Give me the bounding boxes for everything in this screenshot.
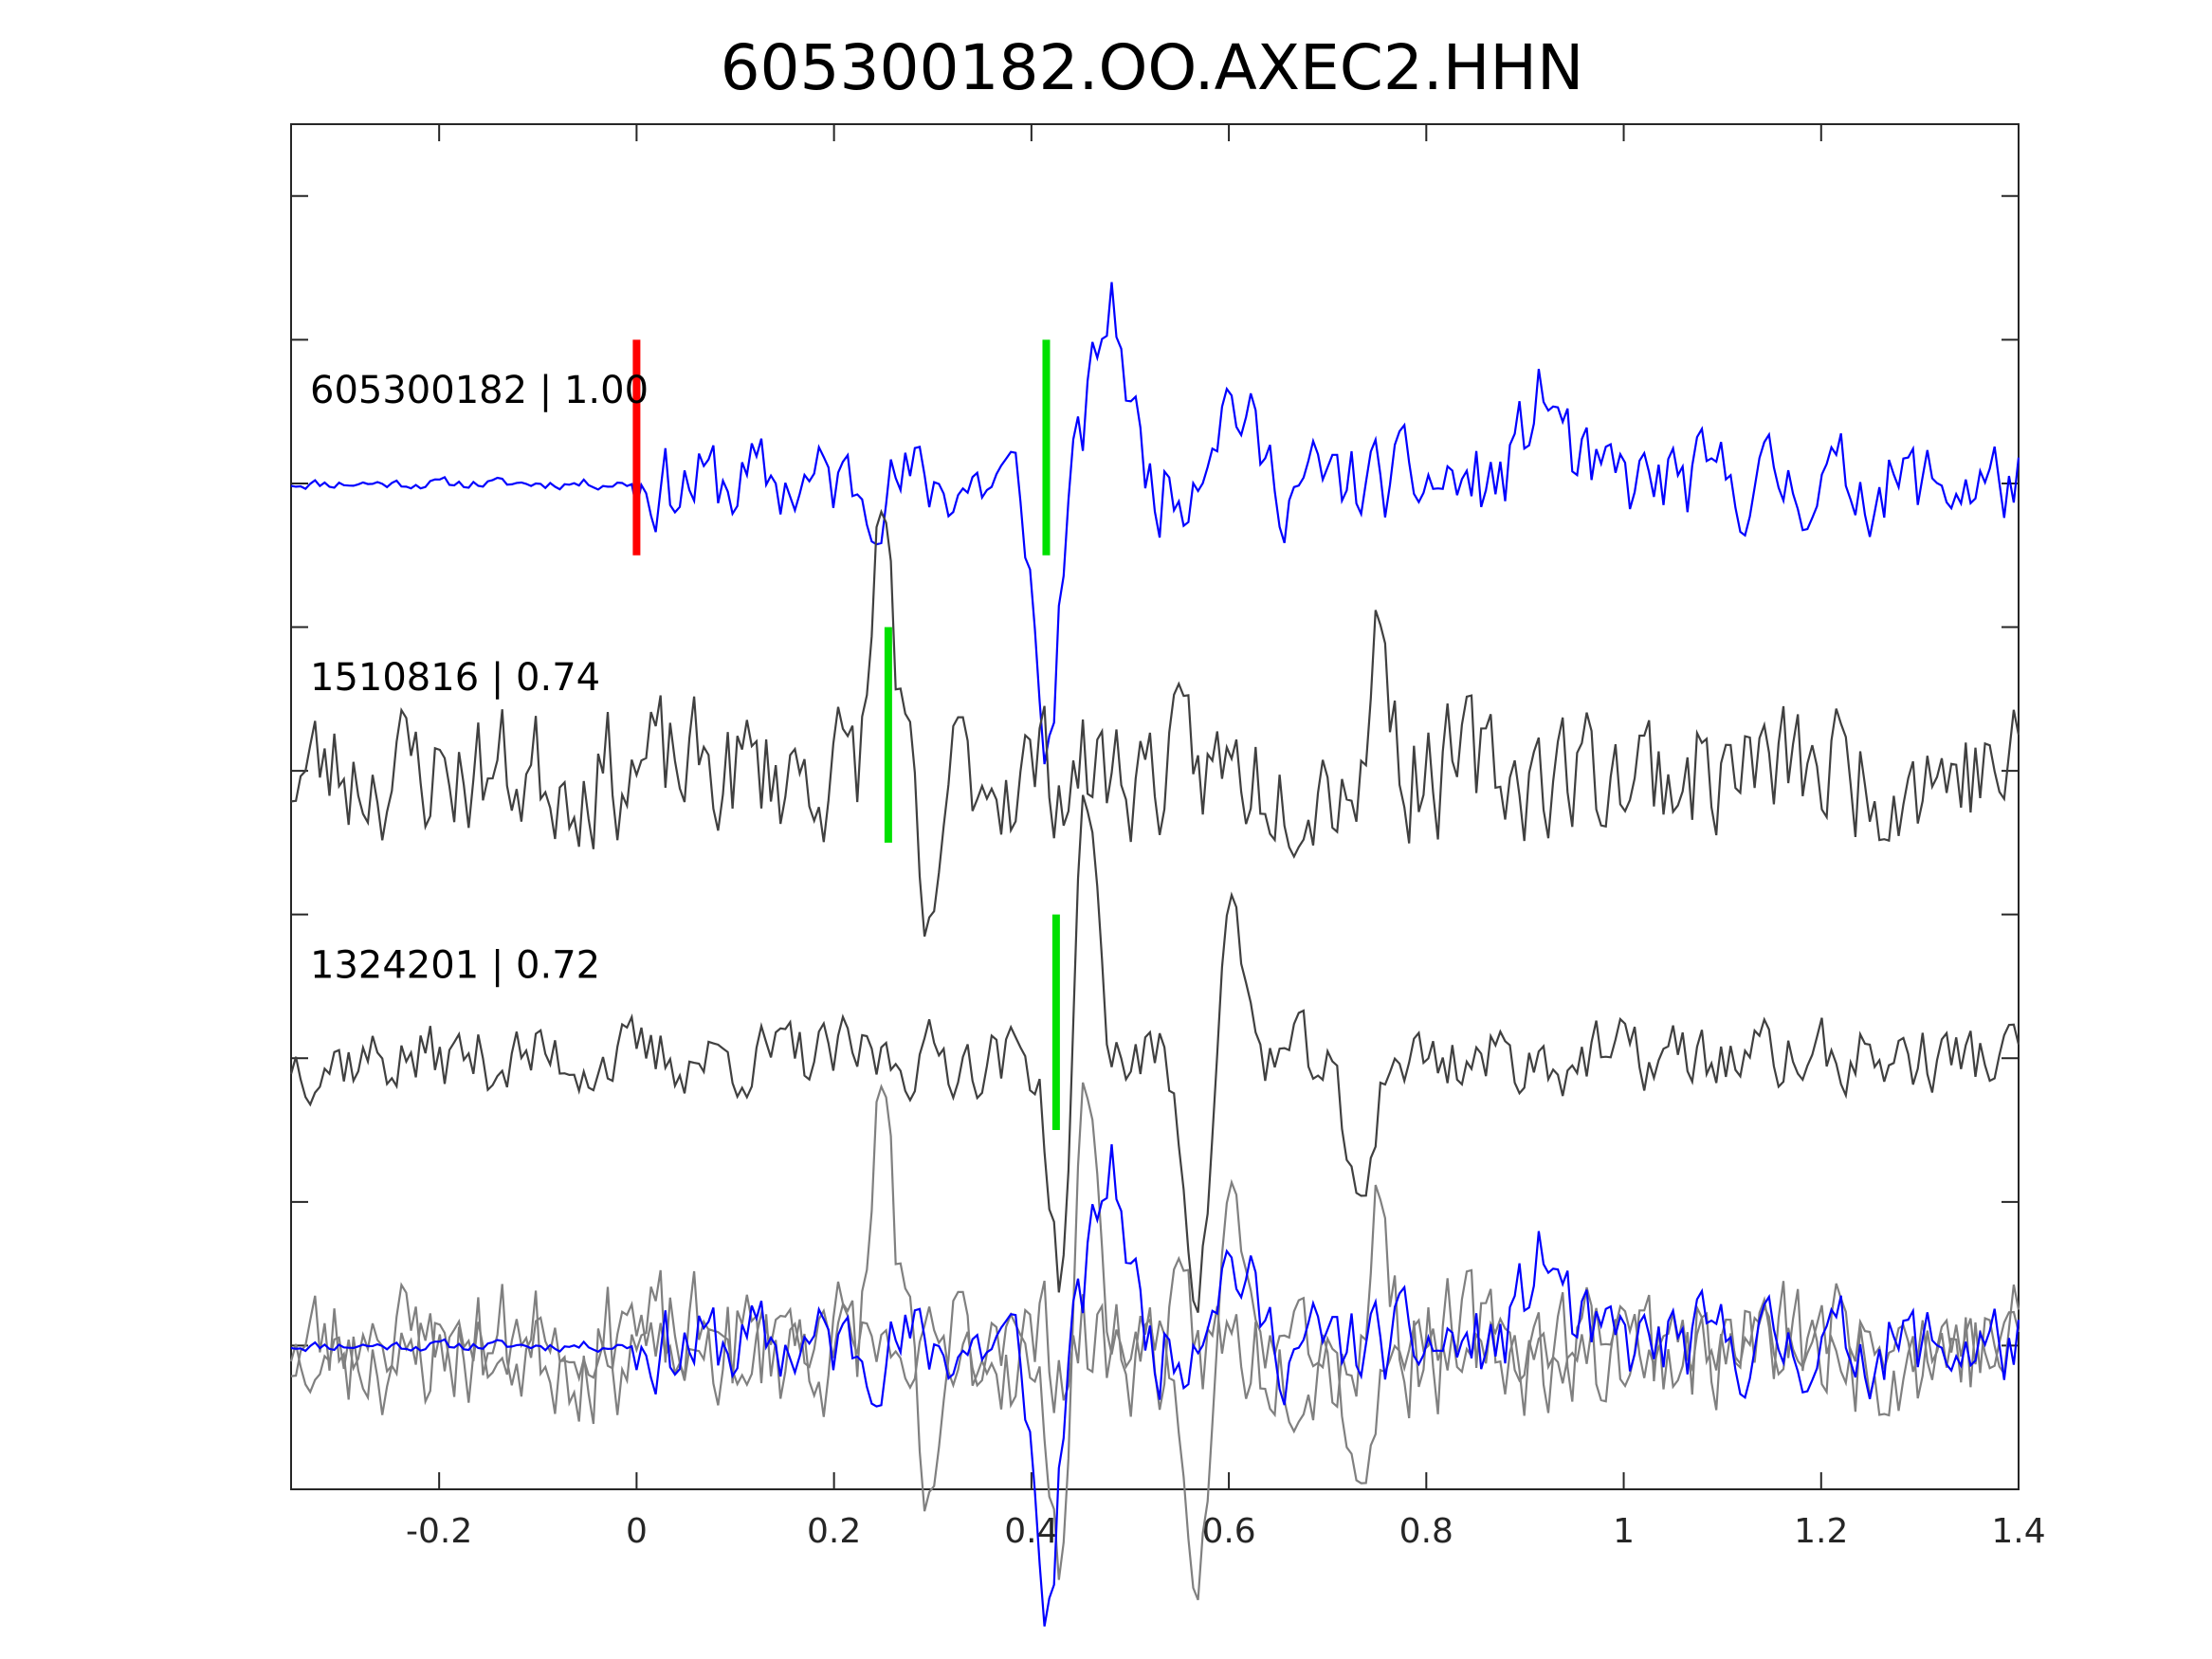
overlay-blue-trace	[290, 1144, 2020, 1627]
chart-title: 605300182.OO.AXEC2.HHN	[721, 31, 1584, 104]
x-tick-label: 0.6	[1201, 1512, 1255, 1551]
x-tick-label: 1.2	[1794, 1512, 1848, 1551]
waveform-trace	[290, 282, 2020, 765]
x-tick-label: 0.8	[1399, 1512, 1453, 1551]
overlay-gray-trace	[290, 1084, 2020, 1512]
phase-picks	[632, 339, 1060, 1131]
x-tick-label: 1	[1613, 1512, 1635, 1551]
traces	[289, 282, 2020, 1314]
overlay-gray-trace	[289, 1082, 2020, 1601]
x-ticks: -0.2 0 0.2 0.4 0.6 0.8 1 1.2 1.4	[406, 124, 2046, 1551]
waveform-trace	[289, 794, 2020, 1314]
trace-label: 1324201 | 0.72	[310, 943, 600, 987]
x-tick-label: 0.4	[1004, 1512, 1058, 1551]
trace-label: 605300182 | 1.00	[310, 369, 649, 412]
overlay-traces	[289, 1082, 2020, 1627]
x-tick-label: 0	[626, 1512, 648, 1551]
trace-label: 1510816 | 0.74	[310, 656, 600, 700]
trace-labels: 605300182 | 1.00 1510816 | 0.74 1324201 | …	[310, 369, 649, 987]
x-tick-label: 0.2	[807, 1512, 861, 1551]
waveform-trace	[290, 508, 2020, 938]
plot-area	[290, 123, 2020, 1490]
x-tick-label: 1.4	[1991, 1512, 2045, 1551]
x-tick-label: -0.2	[406, 1512, 472, 1551]
